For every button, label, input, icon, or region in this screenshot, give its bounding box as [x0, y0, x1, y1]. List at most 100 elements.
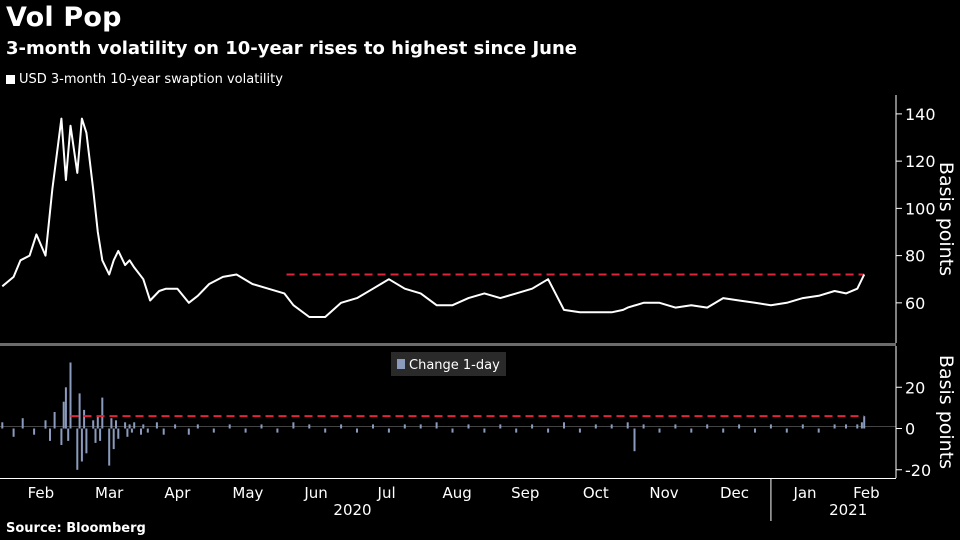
change-bar — [1, 422, 4, 429]
change-bar — [515, 428, 518, 433]
source-note: Source: Bloomberg — [6, 521, 146, 536]
change-bar — [69, 362, 72, 429]
change-bar — [126, 428, 129, 437]
change-bar — [187, 428, 190, 435]
change-bar — [49, 428, 51, 441]
top-y-tick-label: 140 — [905, 105, 936, 124]
change-bar — [115, 420, 117, 429]
change-bar — [12, 428, 15, 437]
chart-title: Vol Pop — [6, 2, 122, 33]
change-bar — [674, 424, 677, 429]
change-bar — [76, 428, 79, 470]
change-bar — [467, 424, 470, 429]
x-month-label: Jun — [303, 484, 327, 502]
change-bar — [860, 422, 863, 429]
change-bar — [117, 428, 120, 439]
legend-change-box — [391, 352, 506, 376]
change-bar — [21, 418, 24, 429]
change-bar — [80, 428, 83, 462]
x-month-label: Apr — [164, 484, 191, 502]
change-bar — [356, 428, 358, 433]
change-bar — [53, 412, 56, 429]
change-bar — [146, 428, 149, 433]
top-y-tick-label: 60 — [905, 294, 925, 313]
x-month-label: Feb — [28, 484, 55, 502]
change-bar — [308, 424, 311, 429]
x-month-label: Feb — [853, 484, 880, 502]
change-bar — [594, 424, 597, 429]
change-bar — [642, 424, 645, 429]
change-bar — [610, 424, 613, 429]
change-bar — [78, 393, 81, 429]
change-bar — [785, 428, 788, 433]
change-bar — [633, 428, 636, 452]
change-bar — [563, 422, 565, 429]
change-bar — [690, 428, 693, 433]
change-bar — [817, 428, 820, 433]
x-month-label: Mar — [95, 484, 124, 502]
volatility-series-line — [1, 117, 866, 318]
change-bar — [162, 428, 165, 435]
legend-swatch-change — [397, 359, 405, 369]
change-bar — [60, 428, 63, 445]
x-year-label: 2020 — [333, 501, 371, 519]
change-bar — [260, 424, 263, 429]
change-bar — [92, 420, 95, 429]
change-bar — [845, 424, 847, 429]
change-bar — [128, 424, 131, 429]
change-bar — [33, 428, 36, 435]
legend-swatch-volatility — [6, 75, 15, 84]
chart-subtitle: 3-month volatility on 10-year rises to h… — [6, 38, 577, 59]
change-bar — [101, 397, 104, 429]
change-bar — [133, 422, 136, 429]
x-month-label: Jul — [377, 484, 396, 502]
panel-separator — [0, 343, 896, 346]
change-bar — [112, 428, 115, 450]
change-bar — [706, 424, 709, 429]
bottom-y-tick-label: -20 — [905, 461, 931, 480]
change-bar — [626, 422, 629, 429]
x-year-label: 2021 — [829, 501, 867, 519]
bottom-y-tick-label: 20 — [905, 378, 925, 397]
change-bar — [419, 424, 422, 429]
change-bar — [44, 420, 47, 429]
daily-change-panel: -20 0 20 Change 1-day Basis points — [0, 346, 957, 480]
change-bar — [578, 428, 581, 433]
change-bar — [531, 424, 534, 429]
change-bar — [140, 428, 142, 435]
change-bar — [372, 424, 374, 429]
change-bar — [228, 424, 231, 429]
change-bar — [67, 428, 70, 441]
top-y-axis-label: Basis points — [935, 162, 957, 276]
change-bar — [276, 428, 279, 433]
change-bar — [99, 428, 102, 441]
change-bar — [435, 422, 438, 429]
change-bar — [96, 416, 99, 429]
change-bar — [142, 424, 145, 429]
change-bar — [499, 424, 502, 429]
change-bar — [64, 387, 67, 429]
x-month-label: Nov — [649, 484, 678, 502]
legend-label-volatility: USD 3-month 10-year swaption volatility — [19, 72, 283, 87]
change-bar — [863, 416, 866, 429]
legend-volatility: USD 3-month 10-year swaption volatility — [6, 72, 283, 87]
x-month-label: Aug — [442, 484, 471, 502]
volatility-panel: 60 80 100 120 140 Basis points — [1, 95, 957, 343]
change-bar — [738, 424, 741, 429]
change-bar — [856, 424, 859, 429]
change-bar — [387, 428, 390, 433]
change-bar — [212, 428, 215, 433]
change-bar — [174, 424, 177, 429]
change-bar — [108, 428, 111, 466]
change-bar — [196, 424, 199, 429]
x-month-label: Dec — [720, 484, 749, 502]
x-month-label: Oct — [583, 484, 609, 502]
change-bar — [833, 424, 836, 429]
change-bar — [722, 428, 725, 433]
top-y-tick-label: 100 — [905, 199, 936, 218]
top-y-tick-label: 120 — [905, 152, 936, 171]
change-bar — [110, 418, 113, 429]
change-bar — [155, 422, 158, 429]
change-bar — [62, 401, 65, 429]
change-bar — [547, 428, 550, 433]
